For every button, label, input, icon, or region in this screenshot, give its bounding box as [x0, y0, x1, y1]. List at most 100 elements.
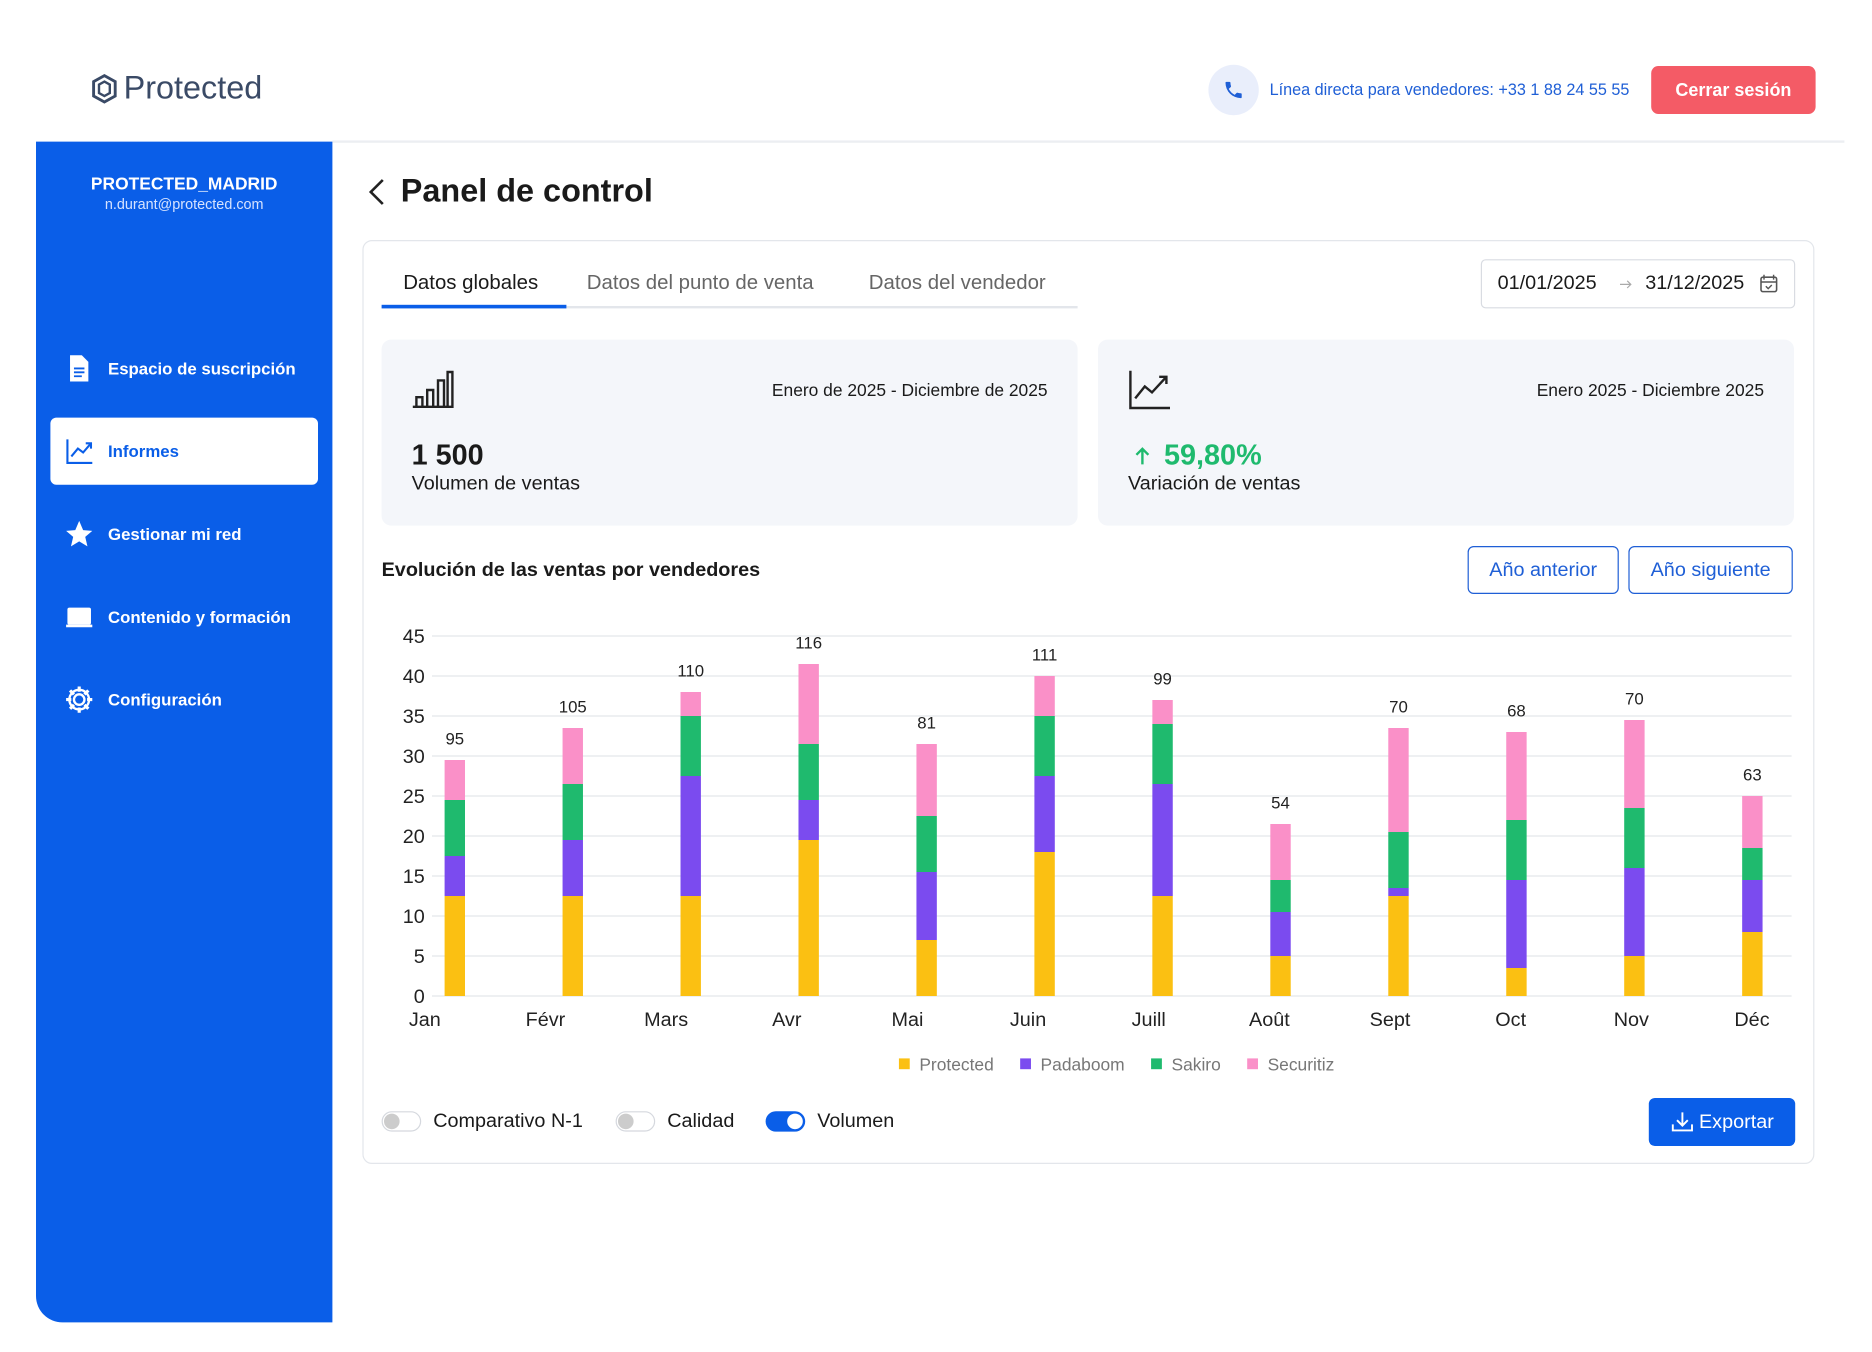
export-button[interactable]: Exportar — [1648, 1098, 1796, 1146]
menu-item[interactable]: Espacio de suscripción — [50, 335, 318, 402]
bar-segment — [562, 896, 583, 997]
bar-segment — [562, 728, 583, 784]
menu-icon — [66, 607, 93, 628]
switch — [381, 1111, 422, 1132]
chart: 0 5 10 15 20 25 30 35 40 45 Jan 95 Févr 105 Mars 110 Avr… — [403, 626, 1792, 1074]
bar-segment — [1152, 724, 1173, 785]
y-tick-label: 20 — [403, 826, 425, 848]
bar-segment — [444, 760, 466, 801]
bar-total-label: 68 — [1507, 701, 1526, 720]
toggle[interactable]: Volumen — [765, 1110, 894, 1133]
sidebar: PROTECTED_MADRID n.durant@protected.com … — [36, 141, 333, 1323]
bar-segment — [680, 716, 701, 776]
bar-segment — [1742, 796, 1763, 848]
menu-label: Gestionar mi red — [108, 524, 242, 544]
bar-segment — [1506, 820, 1527, 880]
bar-segment — [562, 840, 583, 897]
bar-segment — [1270, 912, 1291, 956]
bar-segment — [798, 744, 819, 801]
bar-segment — [798, 800, 819, 841]
switch — [765, 1111, 806, 1132]
bar-segment — [916, 872, 937, 941]
bar-segment — [1034, 716, 1055, 776]
bar-segment — [1388, 832, 1409, 889]
bar-segment — [1388, 888, 1409, 897]
bar-total-label: 63 — [1743, 765, 1762, 784]
toggle[interactable]: Comparativo N-1 — [381, 1110, 583, 1133]
trend-icon — [1129, 370, 1171, 410]
bar-total-label: 110 — [677, 661, 704, 680]
bar-segment — [1388, 896, 1409, 997]
prev-year-button[interactable]: Año anterior — [1467, 546, 1619, 594]
bar-segment — [1624, 868, 1645, 956]
x-tick-label: Juill — [1132, 1009, 1166, 1031]
menu-label: Informes — [108, 441, 179, 461]
legend-swatch — [1020, 1058, 1031, 1070]
logo[interactable]: Protected — [90, 70, 262, 107]
tab[interactable]: Datos globales — [403, 271, 539, 294]
hotline[interactable]: Línea directa para vendedores: +33 1 88 … — [1269, 80, 1630, 99]
bar-total-label: 70 — [1625, 689, 1644, 708]
x-tick-label: Nov — [1614, 1009, 1649, 1031]
kpi-period: Enero de 2025 - Diciembre de 2025 — [771, 381, 1048, 401]
menu-label: Contenido y formación — [108, 607, 291, 627]
bar-segment — [1152, 896, 1173, 997]
y-tick-label: 10 — [403, 906, 425, 928]
toggle-label: Calidad — [667, 1110, 735, 1132]
bar-segment — [1034, 776, 1055, 853]
kpi-card: Enero 2025 - Diciembre 2025 59,80% Varia… — [1098, 339, 1795, 526]
bar-segment — [1270, 956, 1291, 997]
y-tick-label: 30 — [403, 746, 425, 768]
bar-segment — [1624, 956, 1645, 997]
bar-segment — [680, 896, 701, 997]
bar-segment — [1624, 808, 1645, 868]
bar-segment — [916, 816, 937, 873]
logout-button[interactable]: Cerrar sesión — [1651, 66, 1816, 115]
kpi-label: Volumen de ventas — [411, 472, 581, 495]
x-tick-label: Avr — [772, 1009, 802, 1031]
tab[interactable]: Datos del vendedor — [868, 271, 1046, 294]
export-label: Exportar — [1698, 1110, 1774, 1133]
x-tick-label: Févr — [526, 1009, 566, 1031]
legend-label: Sakiro — [1171, 1054, 1220, 1074]
kpi-card: Enero de 2025 - Diciembre de 2025 1 500 … — [381, 339, 1078, 526]
back-button[interactable] — [364, 175, 390, 209]
menu-item[interactable]: Gestionar mi red — [50, 500, 318, 567]
toggle[interactable]: Calidad — [615, 1110, 735, 1133]
calendar-icon — [1760, 274, 1778, 293]
y-tick-label: 40 — [403, 666, 425, 688]
next-year-button[interactable]: Año siguiente — [1628, 546, 1793, 594]
menu-icon — [66, 439, 93, 465]
bar-total-label: 54 — [1271, 793, 1290, 812]
tab-indicator — [381, 304, 567, 309]
switch — [615, 1111, 656, 1132]
bar-total-label: 95 — [445, 729, 464, 748]
bar-segment — [1270, 880, 1291, 913]
bar-segment — [680, 776, 701, 897]
page-title: Panel de control — [400, 172, 653, 209]
menu-label: Espacio de suscripción — [108, 358, 296, 378]
bar-segment — [444, 800, 466, 857]
tab[interactable]: Datos del punto de venta — [586, 271, 814, 294]
divider — [332, 140, 1845, 143]
download-icon — [1671, 1112, 1693, 1132]
menu-icon — [66, 520, 93, 547]
phone-icon[interactable] — [1208, 64, 1259, 116]
legend-label: Securitiz — [1268, 1054, 1335, 1074]
bar-segment — [1506, 880, 1527, 968]
x-tick-label: Déc — [1734, 1009, 1769, 1031]
account-name: PROTECTED_MADRID — [90, 175, 278, 195]
date-range[interactable]: 01/01/2025 31/12/2025 — [1480, 259, 1796, 309]
legend-swatch — [1247, 1058, 1258, 1070]
menu-item[interactable]: Configuración — [50, 666, 318, 733]
menu-item[interactable]: Contenido y formación — [50, 583, 318, 650]
bar-segment — [1152, 784, 1173, 896]
legend-label: Padaboom — [1041, 1054, 1125, 1074]
bar-total-label: 111 — [1032, 645, 1058, 664]
menu-item[interactable]: Informes — [50, 417, 319, 485]
legend-swatch — [1151, 1058, 1162, 1070]
x-tick-label: Juin — [1010, 1009, 1046, 1031]
bar-segment — [1742, 880, 1763, 932]
bar-segment — [680, 692, 701, 717]
